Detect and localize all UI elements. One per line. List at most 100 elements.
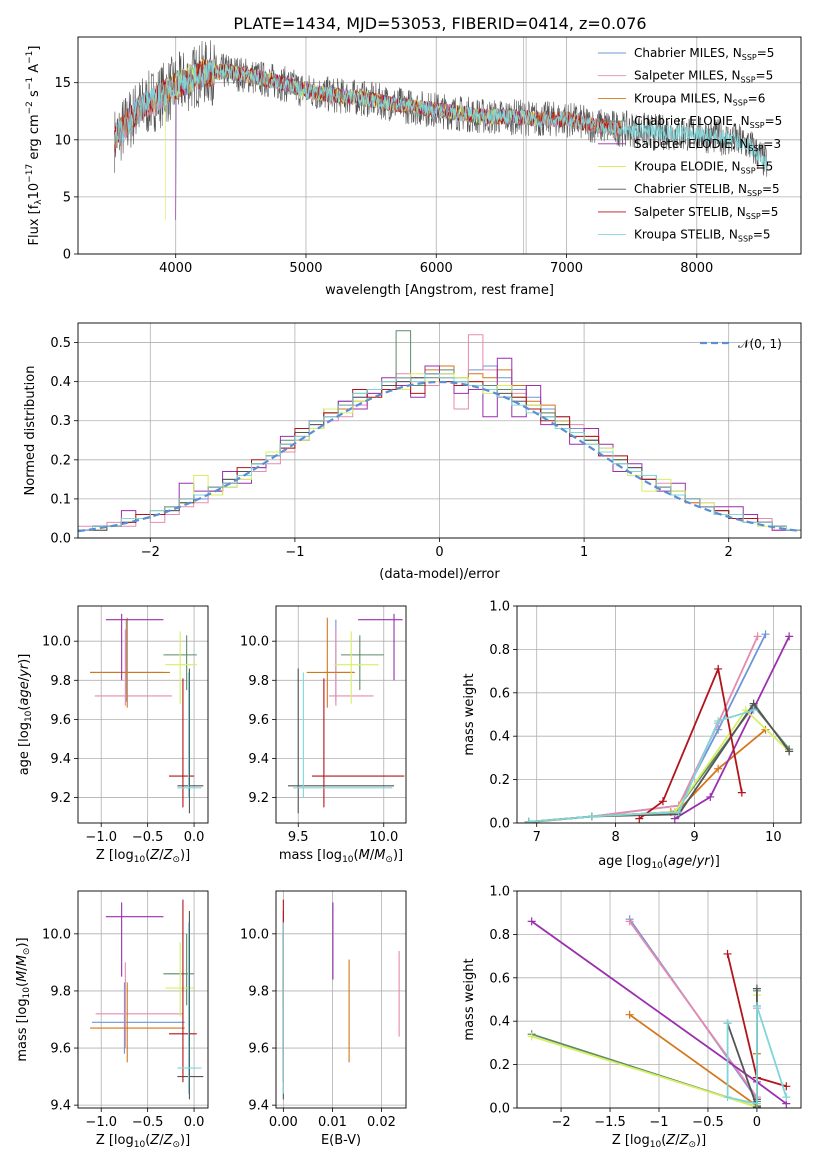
plot-area bbox=[527, 915, 791, 1108]
plot-area bbox=[287, 613, 405, 814]
data-point bbox=[635, 814, 644, 823]
y-tick-label: 15 bbox=[54, 76, 71, 91]
mass-weight-series bbox=[528, 729, 767, 823]
y-tick-label: 0.2 bbox=[489, 773, 510, 788]
legend-entry: Kroupa ELODIE, NSSP=5 bbox=[634, 160, 773, 176]
panel-mass-vs-Z: −1.0 −0.5 0.0 9.4 9.6 9.8 10.0 Z [log10(Z/Z⊙)] m… bbox=[15, 890, 209, 1150]
x-tick-label: −2 bbox=[141, 545, 160, 560]
x-tick-label: 9.5 bbox=[288, 830, 309, 845]
data-point bbox=[625, 1010, 634, 1019]
y-tick-label: 0.5 bbox=[50, 336, 71, 351]
data-point bbox=[785, 632, 794, 641]
x-tick-label: 8000 bbox=[680, 261, 713, 276]
y-axis-label: mass weight bbox=[462, 673, 477, 755]
y-axis-label: Normed distribution bbox=[23, 366, 38, 496]
y-tick-label: 5 bbox=[63, 190, 71, 205]
x-tick-label: 1 bbox=[580, 545, 588, 560]
histogram-series bbox=[78, 357, 801, 538]
y-tick-label: 9.6 bbox=[50, 713, 71, 728]
legend-entry: Chabrier STELIB, NSSP=5 bbox=[634, 182, 780, 198]
legend-entry: Salpeter ELODIE, NSSP=3 bbox=[634, 137, 781, 153]
y-tick-label: 0.6 bbox=[489, 971, 510, 986]
x-tick-label: −1 bbox=[649, 1115, 668, 1130]
data-point bbox=[752, 1002, 761, 1011]
data-point bbox=[753, 632, 762, 641]
y-tick-label: 0.6 bbox=[489, 686, 510, 701]
data-point bbox=[674, 808, 683, 817]
y-tick-label: 10 bbox=[54, 133, 71, 148]
panel-residuals: −2 −1 0 1 2 0.0 0.1 0.2 0.3 0.4 0.5 (data-model)/er… bbox=[23, 322, 802, 582]
data-point bbox=[706, 792, 715, 801]
y-tick-label: 0.8 bbox=[489, 643, 510, 658]
y-tick-label: 0.1 bbox=[50, 492, 71, 507]
legend-entry: Salpeter MILES, NSSP=5 bbox=[634, 69, 773, 85]
x-tick-label: 0.00 bbox=[269, 1115, 298, 1130]
data-point bbox=[723, 949, 732, 958]
legend-entry: Kroupa STELIB, NSSP=5 bbox=[634, 228, 771, 244]
mass-weight-series bbox=[528, 636, 759, 823]
y-tick-label: 0.4 bbox=[50, 375, 71, 390]
y-tick-label: 9.6 bbox=[248, 713, 269, 728]
axes-frame bbox=[275, 605, 407, 824]
x-tick-label: −1.5 bbox=[594, 1115, 626, 1130]
plot-area bbox=[90, 613, 204, 814]
x-tick-label: −1 bbox=[285, 545, 304, 560]
y-tick-label: 1.0 bbox=[489, 600, 510, 615]
y-tick-label: 9.2 bbox=[248, 791, 269, 806]
x-axis-label: Z [log10(Z/Z⊙)] bbox=[612, 1133, 706, 1150]
axes-frame bbox=[275, 890, 407, 1109]
mass-weight-series bbox=[629, 1013, 758, 1108]
x-tick-label: 7 bbox=[533, 830, 541, 845]
y-tick-label: 9.8 bbox=[248, 984, 269, 999]
y-tick-label: 0.0 bbox=[489, 817, 510, 832]
x-axis-label: wavelength [Angstrom, rest frame] bbox=[325, 283, 554, 298]
legend-entry: Chabrier MILES, NSSP=5 bbox=[634, 46, 774, 62]
legend-entry: 𝒩(0, 1) bbox=[738, 337, 782, 351]
y-tick-label: 0 bbox=[63, 248, 71, 263]
data-point bbox=[714, 664, 723, 673]
data-point bbox=[527, 917, 536, 926]
y-tick-label: 9.8 bbox=[50, 674, 71, 689]
data-point bbox=[714, 764, 723, 773]
axes-frame bbox=[77, 890, 209, 1109]
panel-age-vs-Z: −1.0 −0.5 0.0 9.2 9.4 9.6 9.8 10.0 Z [log10(Z/Z⊙… bbox=[17, 605, 209, 865]
x-tick-label: 10.0 bbox=[369, 830, 398, 845]
x-tick-label: −0.5 bbox=[132, 1115, 164, 1130]
x-tick-label: 0.01 bbox=[318, 1115, 347, 1130]
x-tick-label: 0.0 bbox=[184, 1115, 205, 1130]
legend-entry: Kroupa MILES, NSSP=6 bbox=[634, 91, 765, 107]
y-tick-label: 0.0 bbox=[50, 532, 71, 547]
mass-weight-series bbox=[628, 920, 758, 1100]
y-tick-label: 0.3 bbox=[50, 414, 71, 429]
x-tick-label: 2 bbox=[725, 545, 733, 560]
x-axis-label: Z [log10(Z/Z⊙)] bbox=[96, 848, 190, 865]
legend-entry: Salpeter STELIB, NSSP=5 bbox=[634, 205, 778, 221]
plot-area bbox=[90, 899, 204, 1100]
x-tick-label: −0.5 bbox=[132, 830, 164, 845]
y-tick-label: 10.0 bbox=[42, 635, 71, 650]
figure-title: PLATE=1434, MJD=53053, FIBERID=0414, z=0… bbox=[233, 14, 646, 33]
panel-mass-weight-vs-age: 7 8 9 10 0.0 0.2 0.4 0.6 0.8 1.0 age [log10(age/yr… bbox=[462, 600, 802, 871]
y-tick-label: 9.4 bbox=[50, 752, 71, 767]
x-tick-label: −2 bbox=[551, 1115, 570, 1130]
x-tick-label: 0.02 bbox=[367, 1115, 396, 1130]
x-axis-label: mass [log10(M/M⊙)] bbox=[279, 848, 403, 865]
data-point bbox=[752, 984, 761, 993]
data-point bbox=[785, 747, 794, 756]
x-tick-label: 0 bbox=[435, 545, 443, 560]
y-tick-label: 9.4 bbox=[248, 752, 269, 767]
x-tick-label: 6000 bbox=[420, 261, 453, 276]
panel-mass-weight-vs-Z: −2 −1.5 −1 −0.5 0 0.0 0.2 0.4 0.6 0.8 1.0 Z [log10(… bbox=[462, 885, 802, 1150]
y-tick-label: 0.4 bbox=[489, 730, 510, 745]
y-tick-label: 0.2 bbox=[50, 453, 71, 468]
y-tick-label: 9.8 bbox=[248, 674, 269, 689]
data-point bbox=[527, 1032, 536, 1041]
data-point bbox=[714, 717, 723, 726]
x-axis-label: age [log10(age/yr)] bbox=[598, 854, 720, 871]
y-tick-label: 10.0 bbox=[240, 927, 269, 942]
y-tick-label: 1.0 bbox=[489, 885, 510, 900]
panel-age-vs-mass: 9.5 10.0 9.2 9.4 9.6 9.8 10.0 mass [log10(M/M⊙)… bbox=[240, 605, 407, 865]
x-axis-label: (data-model)/error bbox=[379, 567, 500, 582]
legend: Chabrier MILES, NSSP=5 Salpeter MILES, NS… bbox=[598, 46, 782, 244]
